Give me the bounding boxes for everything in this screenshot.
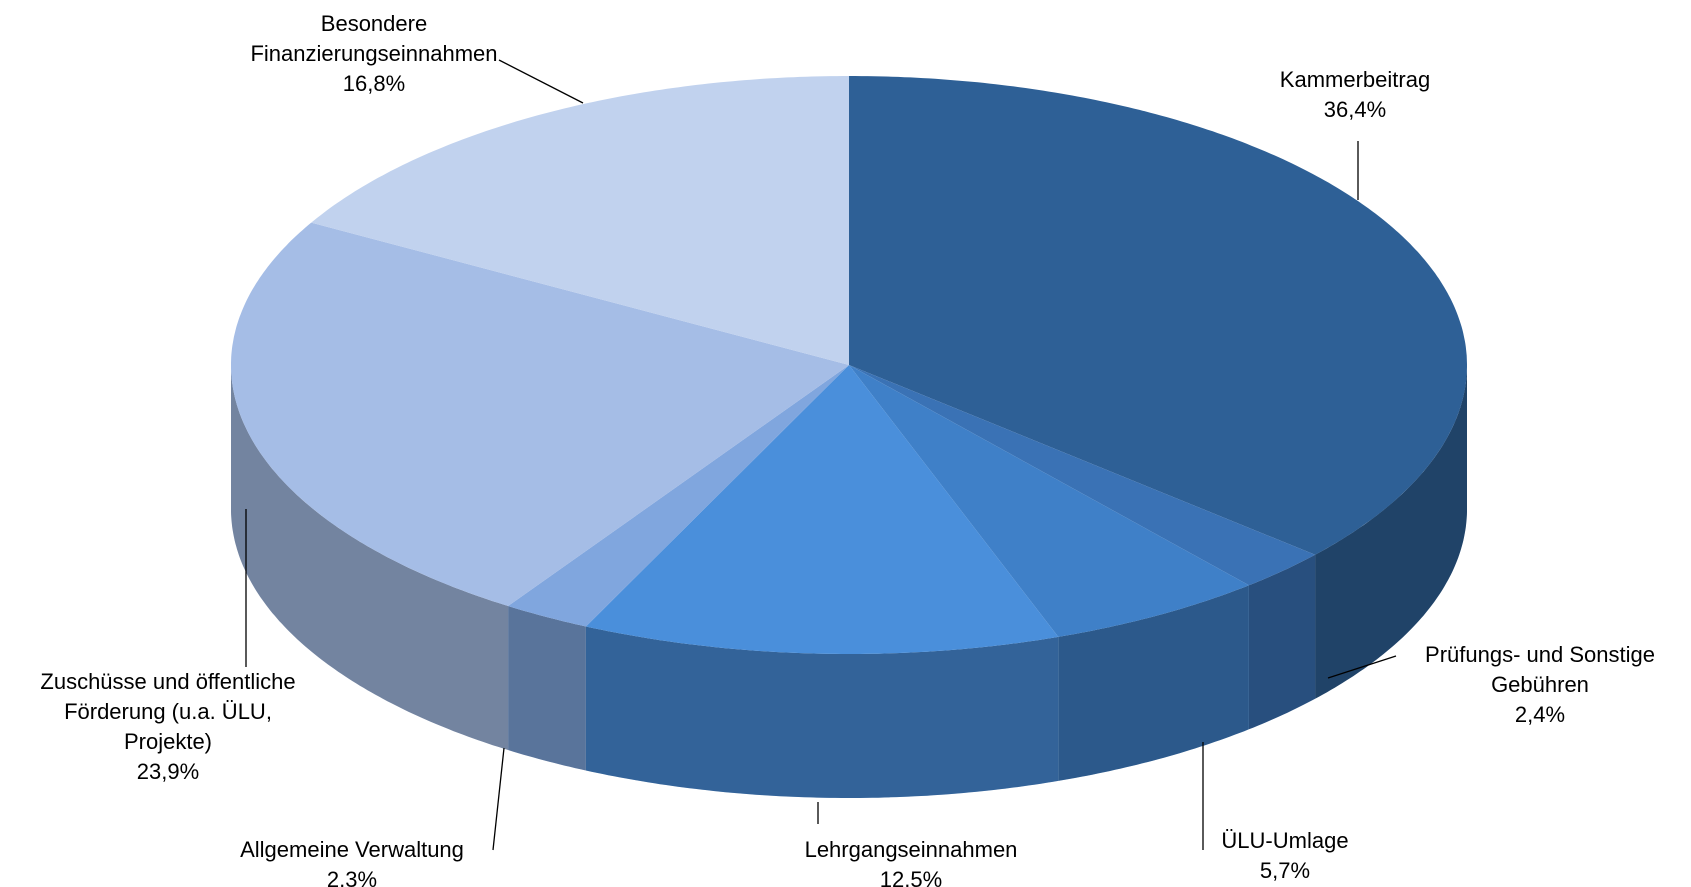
data-label: Lehrgangseinnahmen 12,5%: [761, 835, 1061, 887]
slice: [231, 222, 849, 606]
category-label: Zuschüsse und öffentliche Förderung (u.a…: [40, 669, 296, 754]
value-label: 5,7%: [1259, 858, 1311, 883]
slice: [311, 76, 849, 365]
value-label: 16,8%: [342, 71, 406, 96]
category-label: ÜLU-Umlage: [1221, 828, 1349, 853]
side-shade: [1315, 365, 1467, 699]
value-label: 2,3%: [326, 867, 378, 887]
side-shade: [1058, 585, 1249, 781]
category-label: Kammerbeitrag: [1279, 67, 1431, 92]
category-label: Besondere Finanzierungseinnahmen: [250, 11, 498, 66]
value-label: 12,5%: [879, 867, 943, 887]
side-face: [1058, 585, 1249, 781]
leader-line: [492, 747, 505, 851]
data-label: Prüfungs- und Sonstige Gebühren 2,4%: [1390, 640, 1690, 730]
data-label: Zuschüsse und öffentliche Förderung (u.a…: [18, 667, 318, 787]
slice: [585, 365, 1059, 654]
side-shade: [508, 606, 586, 771]
category-label: Lehrgangseinnahmen: [804, 837, 1018, 862]
slice-side: [231, 365, 509, 750]
leader-line: [498, 59, 584, 104]
side-face: [1248, 554, 1316, 730]
slice: [508, 365, 849, 627]
side-face: [231, 365, 509, 750]
value-label: 23,9%: [136, 759, 200, 784]
data-label: Besondere Finanzierungseinnahmen 16,8%: [214, 9, 534, 99]
slice-side: [1248, 554, 1316, 730]
side-shade: [1248, 554, 1316, 730]
value-label: 36,4%: [1323, 97, 1387, 122]
slice: [849, 76, 1467, 555]
side-shade: [585, 626, 1059, 798]
side-face: [508, 606, 586, 771]
side-face: [1315, 365, 1467, 699]
slice-side: [508, 606, 586, 771]
category-label: Allgemeine Verwaltung: [240, 837, 464, 862]
side-shade: [231, 365, 509, 750]
category-label: Prüfungs- und Sonstige Gebühren: [1425, 642, 1655, 697]
side-face: [585, 626, 1059, 798]
data-label: Kammerbeitrag 36,4%: [1225, 65, 1485, 125]
leader-line: [1327, 655, 1397, 679]
slice: [849, 365, 1249, 637]
data-label: Allgemeine Verwaltung 2,3%: [202, 835, 502, 887]
value-label: 2,4%: [1514, 702, 1566, 727]
slice-side: [585, 626, 1059, 798]
slice-side: [1315, 365, 1467, 699]
slice: [849, 365, 1316, 586]
slice-side: [1058, 585, 1249, 781]
data-label: ÜLU-Umlage 5,7%: [1185, 826, 1385, 886]
